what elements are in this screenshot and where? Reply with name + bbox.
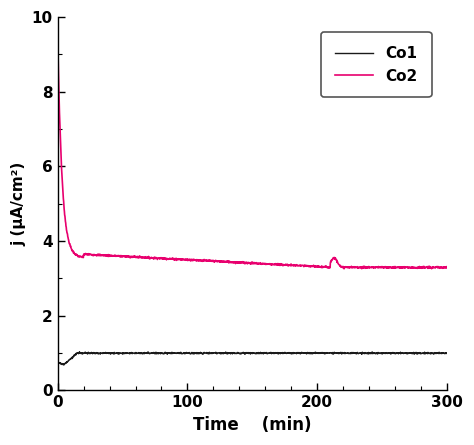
Co2 [101,252,107,258]
Co1 [444,350,450,356]
Line: Co1: Co1 [58,352,447,365]
Legend: Co1, Co2: Co1, Co2 [321,32,431,97]
Y-axis label: j (μA/cm²): j (μA/cm²) [11,162,26,246]
Co2 [444,265,450,270]
Co2 [228,259,234,265]
Co1 [228,350,234,356]
X-axis label: Time    (min): Time (min) [193,416,311,434]
Co1 [77,349,82,354]
Co1 [85,350,91,355]
Line: Co2: Co2 [58,35,447,269]
Co2 [276,262,282,267]
Co1 [61,362,66,368]
Co1 [55,360,61,365]
Co2 [220,259,226,264]
Co1 [236,350,241,355]
Co1 [277,350,283,356]
Co2 [85,252,91,257]
Co2 [235,260,241,265]
Co2 [55,32,61,38]
Co1 [101,350,107,356]
Co1 [220,350,226,356]
Co2 [341,266,347,271]
